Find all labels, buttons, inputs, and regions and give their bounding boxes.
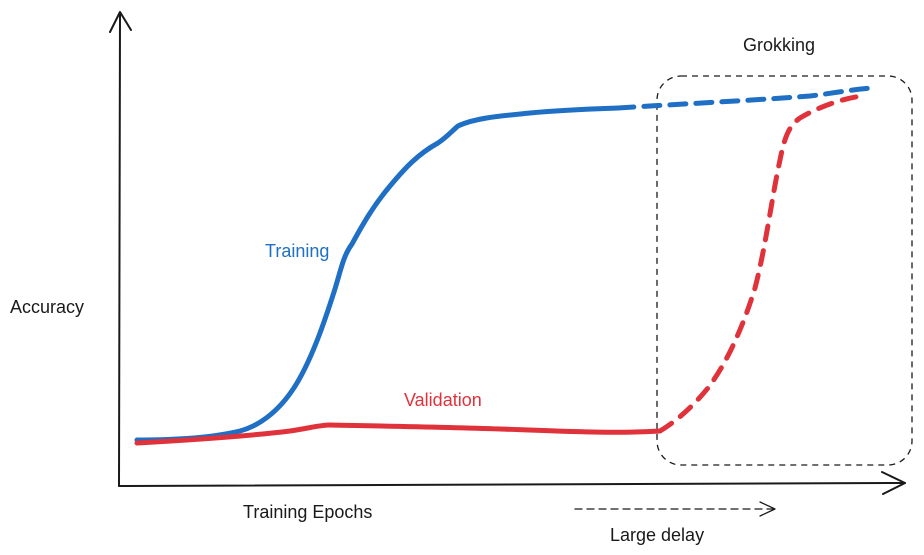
validation-curve-dashed (657, 93, 865, 434)
y-axis-arrowhead (109, 11, 132, 33)
training-curve-solid (134, 105, 621, 443)
x-axis-label: Training Epochs (243, 502, 372, 522)
axes (109, 11, 906, 495)
y-axis (118, 13, 121, 487)
grokking-region-box (656, 75, 913, 466)
x-axis-arrowhead (881, 471, 906, 495)
large-delay-arrow (574, 501, 776, 517)
grokking-label: Grokking (743, 35, 815, 55)
training-curve-dashed (615, 85, 876, 111)
large-delay-label: Large delay (610, 525, 704, 545)
training-label: Training (265, 241, 329, 261)
y-axis-label: Accuracy (10, 297, 84, 317)
x-axis (118, 482, 906, 487)
validation-curve-solid (134, 422, 663, 446)
validation-label: Validation (404, 390, 482, 410)
